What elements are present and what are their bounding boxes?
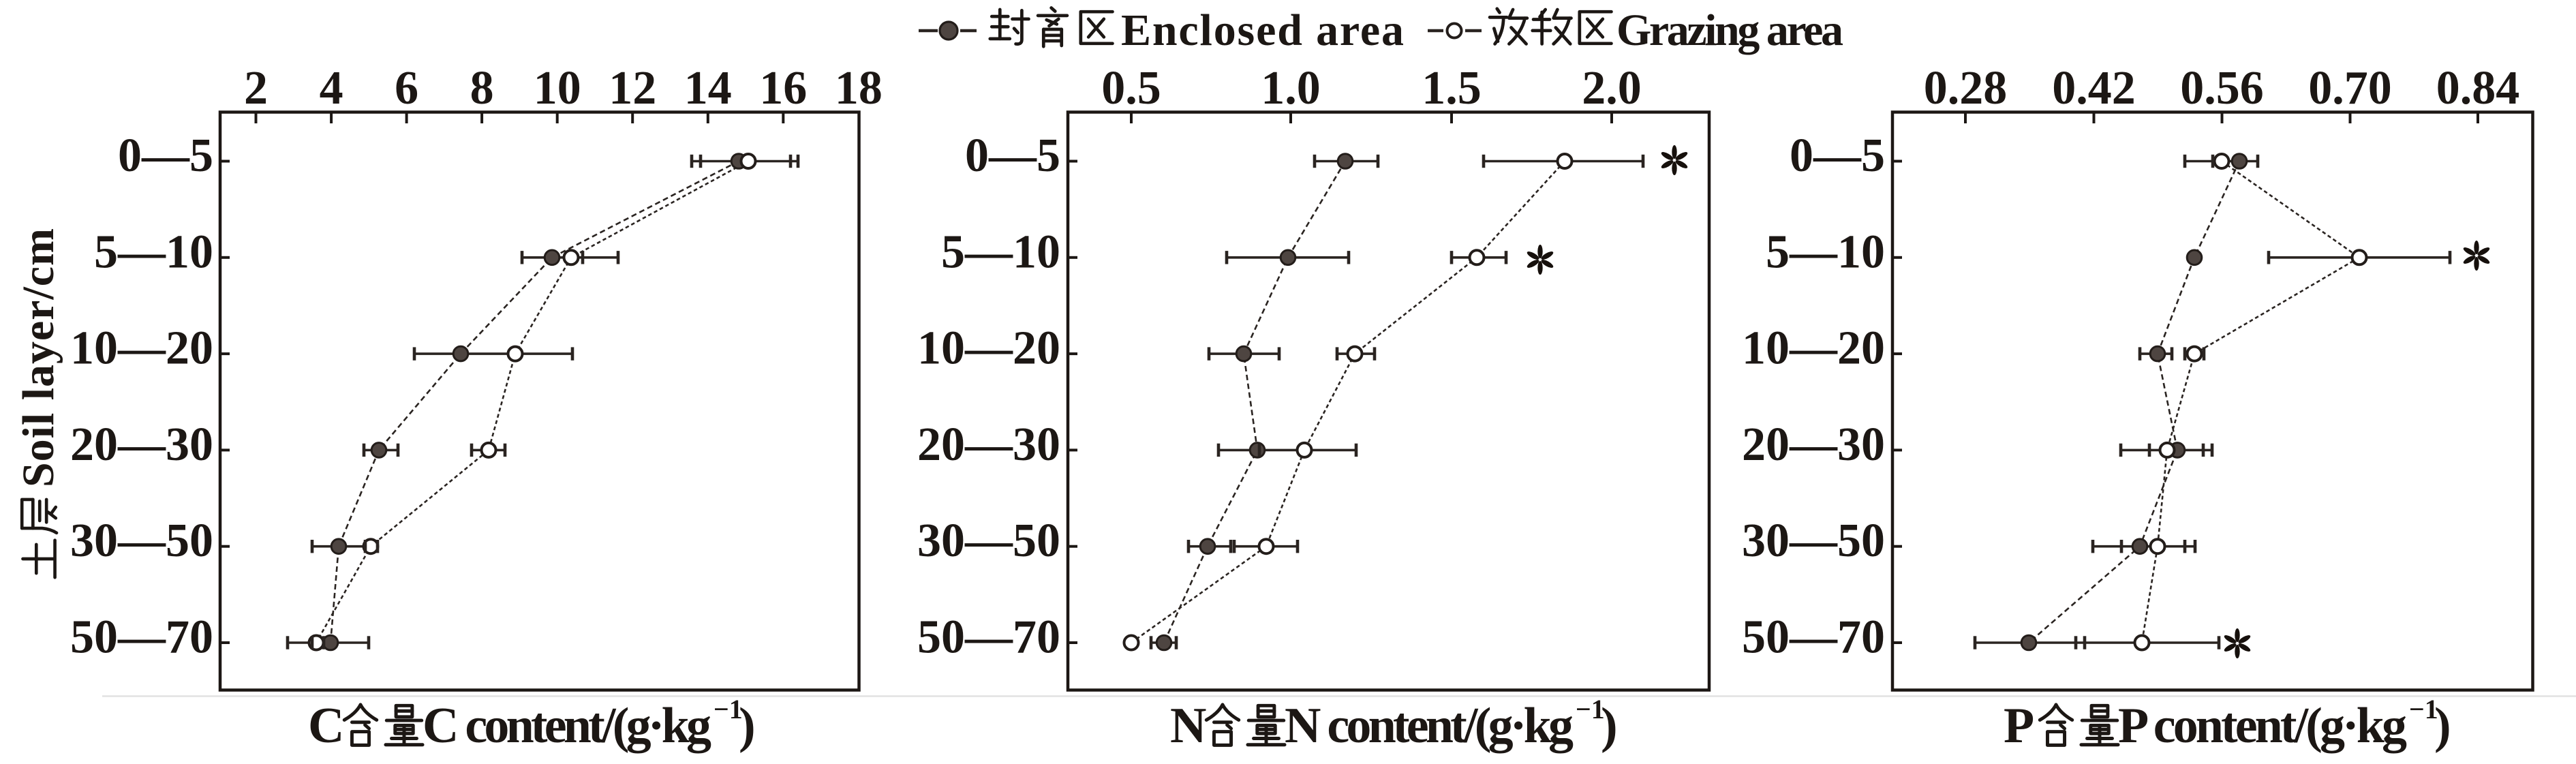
svg-text:30—50: 30—50: [1742, 515, 1885, 567]
svg-text:0—5: 0—5: [965, 129, 1060, 182]
svg-text:5—10: 5—10: [941, 226, 1060, 278]
svg-text:20—30: 20—30: [917, 418, 1060, 471]
svg-text:−1: −1: [1576, 694, 1605, 724]
svg-text:30—50: 30—50: [70, 515, 213, 567]
svg-text:C content/(g·kg: C content/(g·kg: [423, 698, 711, 754]
svg-text:5—10: 5—10: [94, 226, 213, 278]
svg-text:0.84: 0.84: [2436, 62, 2520, 114]
svg-text:N: N: [1170, 698, 1206, 754]
svg-text:5—10: 5—10: [1766, 226, 1885, 278]
svg-text:0.56: 0.56: [2180, 62, 2264, 114]
svg-text:10—20: 10—20: [1742, 322, 1885, 375]
svg-text:−1: −1: [2409, 694, 2438, 724]
svg-text:): ): [2434, 698, 2451, 754]
svg-text:): ): [739, 698, 756, 754]
svg-text:30—50: 30—50: [917, 515, 1060, 567]
svg-text:−1: −1: [714, 694, 743, 724]
svg-text:P content/(g·kg: P content/(g·kg: [2118, 698, 2407, 754]
svg-text:C: C: [308, 698, 344, 754]
svg-text:12: 12: [609, 62, 656, 114]
svg-text:0—5: 0—5: [118, 129, 213, 182]
svg-text:6: 6: [395, 62, 418, 114]
svg-text:20—30: 20—30: [1742, 418, 1885, 471]
svg-text:2.0: 2.0: [1582, 62, 1642, 114]
svg-text:50—70: 50—70: [1742, 611, 1885, 664]
svg-text:Grazing area: Grazing area: [1616, 5, 1843, 55]
svg-text:18: 18: [835, 62, 883, 114]
svg-text:0.70: 0.70: [2308, 62, 2392, 114]
svg-text:0.5: 0.5: [1101, 62, 1161, 114]
svg-text:2: 2: [244, 62, 268, 114]
svg-text:20—30: 20—30: [70, 418, 213, 471]
svg-text:1.0: 1.0: [1261, 62, 1321, 114]
svg-text:0.42: 0.42: [2052, 62, 2136, 114]
svg-text:N content/(g·kg: N content/(g·kg: [1285, 698, 1574, 754]
svg-text:1.5: 1.5: [1422, 62, 1482, 114]
svg-text:50—70: 50—70: [917, 611, 1060, 664]
svg-text:Soil layer/cm: Soil layer/cm: [14, 228, 63, 487]
svg-text:0—5: 0—5: [1790, 129, 1885, 182]
svg-text:0.28: 0.28: [1924, 62, 2008, 114]
svg-text:14: 14: [684, 62, 732, 114]
svg-text:8: 8: [470, 62, 494, 114]
svg-text:10: 10: [534, 62, 581, 114]
svg-text:16: 16: [759, 62, 807, 114]
svg-text:10—20: 10—20: [70, 322, 213, 375]
svg-text:P: P: [2004, 698, 2034, 754]
svg-text:): ): [1601, 698, 1618, 754]
svg-text:Enclosed area: Enclosed area: [1121, 5, 1404, 55]
svg-text:50—70: 50—70: [70, 611, 213, 664]
svg-text:4: 4: [320, 62, 343, 114]
svg-text:10—20: 10—20: [917, 322, 1060, 375]
